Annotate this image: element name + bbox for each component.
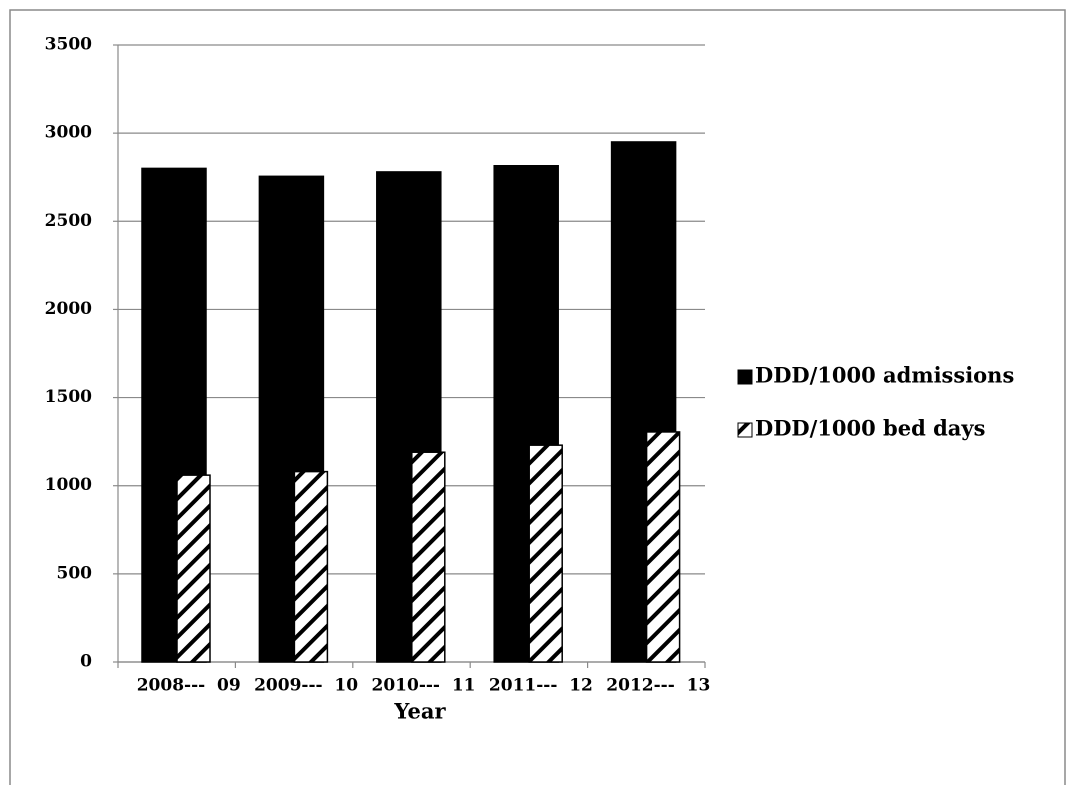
y-tick-label: 2000 xyxy=(45,299,92,319)
x-axis-title: Year xyxy=(393,699,446,724)
bar xyxy=(411,451,446,663)
y-tick-label: 3000 xyxy=(45,123,92,143)
y-tick-label: 0 xyxy=(80,652,92,672)
legend-label: DDD/1000 admissions xyxy=(755,363,1014,388)
y-tick-label: 2500 xyxy=(45,211,92,231)
x-tick-label: 2008--- 09 xyxy=(137,676,241,696)
y-tick-label: 500 xyxy=(57,563,93,583)
chart-frame xyxy=(9,9,1066,785)
legend-label: DDD/1000 bed days xyxy=(755,416,985,441)
x-tick-label: 2010--- 11 xyxy=(372,676,476,696)
x-tick-label: 2009--- 10 xyxy=(254,676,358,696)
bar xyxy=(176,474,211,663)
y-tick-label: 1000 xyxy=(45,475,92,495)
y-tick-label: 1500 xyxy=(45,387,92,407)
bar xyxy=(141,167,207,663)
legend-swatch xyxy=(737,369,753,385)
bar xyxy=(293,470,329,663)
bar xyxy=(528,444,563,663)
bar xyxy=(645,431,681,663)
y-tick-label: 3500 xyxy=(45,35,92,55)
x-tick-label: 2012--- 13 xyxy=(606,676,710,696)
legend-swatch xyxy=(737,422,753,438)
x-tick-label: 2011--- 12 xyxy=(489,676,593,696)
